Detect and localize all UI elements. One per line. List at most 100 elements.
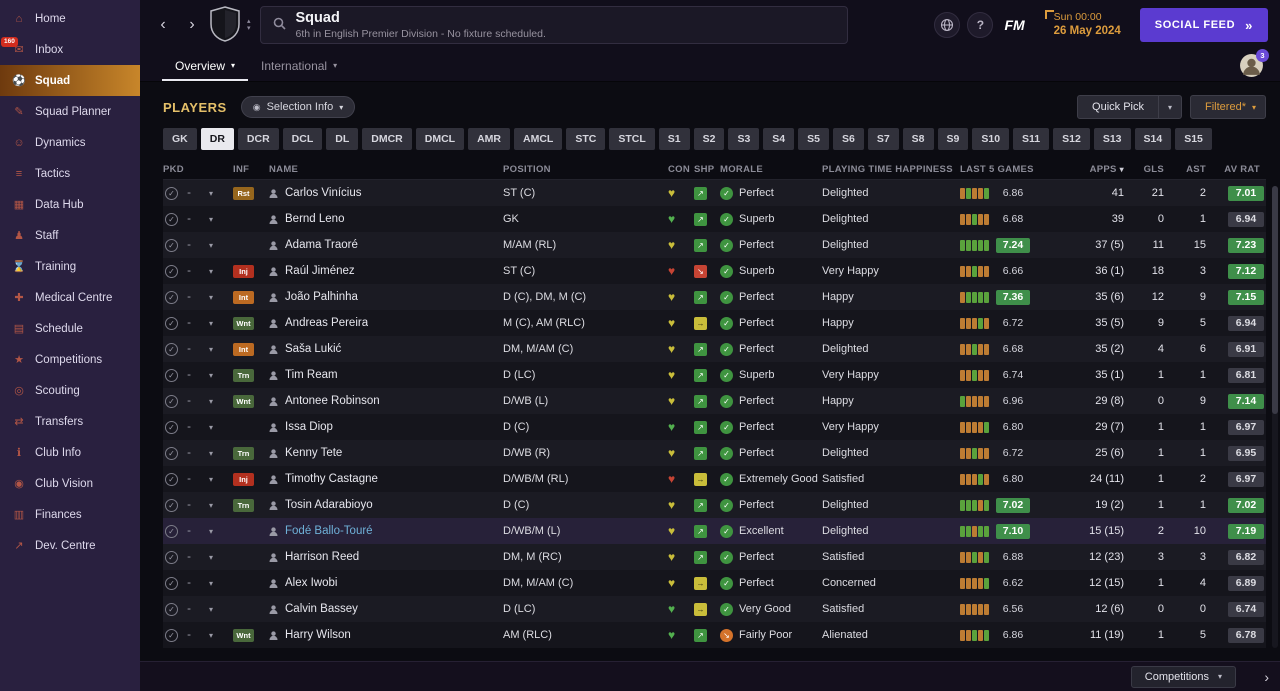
row-dropdown-icon[interactable]: ▾ (208, 266, 213, 276)
picked-check-icon[interactable]: ✓ (165, 498, 178, 512)
sidebar-item-finances[interactable]: ▥ Finances (0, 499, 140, 530)
forward-icon[interactable]: › (189, 16, 195, 33)
table-scrollbar[interactable] (1272, 186, 1278, 648)
row-dropdown-icon[interactable]: ▾ (208, 188, 213, 198)
position-filter-s13[interactable]: S13 (1093, 128, 1131, 150)
table-row[interactable]: ✓ - ▾ Bernd Leno GK ♥ ↗ ✓ Superb Delight… (163, 206, 1266, 232)
info-badge[interactable]: Inj (233, 264, 254, 278)
player-name[interactable]: Andreas Pereira (285, 317, 369, 329)
position-filter-s4[interactable]: S4 (763, 128, 795, 150)
sidebar-item-dev-centre[interactable]: ↗ Dev. Centre (0, 530, 140, 561)
sidebar-item-competitions[interactable]: ★ Competitions (0, 344, 140, 375)
sidebar-item-schedule[interactable]: ▤ Schedule (0, 313, 140, 344)
picked-check-icon[interactable]: ✓ (165, 186, 178, 200)
position-filter-s7[interactable]: S7 (867, 128, 899, 150)
column-header-last-5-games[interactable]: LAST 5 GAMES (960, 164, 1034, 175)
picked-check-icon[interactable]: ✓ (165, 238, 178, 252)
player-name[interactable]: Harrison Reed (285, 551, 360, 563)
row-dropdown-icon[interactable]: ▾ (208, 474, 213, 484)
row-dropdown-icon[interactable]: ▾ (208, 526, 213, 536)
player-name[interactable]: Tosin Adarabioyo (285, 499, 373, 511)
row-dropdown-icon[interactable]: ▾ (208, 630, 213, 640)
fm-logo[interactable]: FM (1004, 17, 1025, 33)
position-filter-amr[interactable]: AMR (468, 128, 511, 150)
picked-check-icon[interactable]: ✓ (165, 524, 178, 538)
player-name[interactable]: Carlos Vinícius (285, 187, 362, 199)
picked-check-icon[interactable]: ✓ (165, 368, 178, 382)
player-name[interactable]: Saša Lukić (285, 343, 342, 355)
row-dropdown-icon[interactable]: ▾ (208, 370, 213, 380)
selection-info-dropdown[interactable]: ◉ Selection Info ▾ (240, 96, 356, 118)
picked-check-icon[interactable]: ✓ (165, 394, 178, 408)
tab-international[interactable]: International ▾ (261, 58, 338, 73)
picked-check-icon[interactable]: ✓ (165, 290, 178, 304)
club-cycler[interactable]: ▴ ▾ (247, 18, 251, 32)
row-dropdown-icon[interactable]: ▾ (208, 344, 213, 354)
player-name[interactable]: Harry Wilson (285, 629, 351, 641)
position-filter-stc[interactable]: STC (566, 128, 606, 150)
sidebar-item-staff[interactable]: ♟ Staff (0, 220, 140, 251)
player-name[interactable]: Issa Diop (285, 421, 333, 433)
position-filter-s12[interactable]: S12 (1053, 128, 1090, 150)
competitions-dropdown[interactable]: Competitions ▾ (1130, 665, 1236, 688)
picked-check-icon[interactable]: ✓ (165, 472, 178, 486)
sidebar-item-inbox[interactable]: 160 ✉ Inbox (0, 34, 140, 65)
info-badge[interactable]: Rst (233, 186, 254, 200)
scrollbar-thumb[interactable] (1272, 186, 1278, 414)
column-header-morale[interactable]: MORALE (720, 164, 763, 175)
table-row[interactable]: ✓ - ▾ Int João Palhinha D (C), DM, M (C)… (163, 284, 1266, 310)
info-badge[interactable]: Trn (233, 498, 254, 512)
quick-pick-button[interactable]: Quick Pick ▾ (1077, 95, 1183, 119)
row-dropdown-icon[interactable]: ▾ (208, 396, 213, 406)
player-name[interactable]: Timothy Castagne (285, 473, 378, 485)
info-badge[interactable]: Int (233, 342, 254, 356)
player-name[interactable]: Fodé Ballo-Touré (285, 525, 373, 537)
picked-check-icon[interactable]: ✓ (165, 420, 178, 434)
sidebar-item-data-hub[interactable]: ▦ Data Hub (0, 189, 140, 220)
sidebar-item-club-info[interactable]: ℹ Club Info (0, 437, 140, 468)
player-name[interactable]: Bernd Leno (285, 213, 345, 225)
column-header-inf[interactable]: INF (233, 164, 250, 175)
position-filter-s15[interactable]: S15 (1175, 128, 1212, 150)
table-row[interactable]: ✓ - ▾ Int Saša Lukić DM, M/AM (C) ♥ ↗ ✓ … (163, 336, 1266, 362)
column-header-con[interactable]: CON (668, 164, 691, 175)
table-row[interactable]: ✓ - ▾ Fodé Ballo-Touré D/WB/M (L) ♥ ↗ ✓ … (163, 518, 1266, 544)
table-row[interactable]: ✓ - ▾ Rst Carlos Vinícius ST (C) ♥ ↗ ✓ P… (163, 180, 1266, 206)
position-filter-amcl[interactable]: AMCL (514, 128, 563, 150)
tab-overview[interactable]: Overview ▾ (162, 50, 248, 81)
search-title-bar[interactable]: Squad 6th in English Premier Division - … (259, 6, 848, 44)
player-name[interactable]: João Palhinha (285, 291, 358, 303)
position-filter-s10[interactable]: S10 (972, 128, 1010, 150)
filtered-dropdown[interactable]: Filtered* ▾ (1190, 95, 1266, 119)
sidebar-item-squad-planner[interactable]: ✎ Squad Planner (0, 96, 140, 127)
table-row[interactable]: ✓ - ▾ Harrison Reed DM, M (RC) ♥ ↗ ✓ Per… (163, 544, 1266, 570)
position-filter-s8[interactable]: S8 (902, 128, 934, 150)
row-dropdown-icon[interactable]: ▾ (208, 318, 213, 328)
social-feed-button[interactable]: SOCIAL FEED » (1139, 8, 1268, 42)
position-filter-dr[interactable]: DR (200, 128, 234, 150)
picked-check-icon[interactable]: ✓ (165, 602, 178, 616)
column-header-apps[interactable]: APPS ▾ (1089, 164, 1124, 175)
column-header-position[interactable]: POSITION (503, 164, 551, 175)
game-date[interactable]: Sun 00:00 26 May 2024 (1044, 10, 1121, 40)
position-filter-dcl[interactable]: DCL (282, 128, 323, 150)
position-filter-s9[interactable]: S9 (937, 128, 969, 150)
info-badge[interactable]: Wnt (233, 628, 254, 642)
player-name[interactable]: Tim Ream (285, 369, 338, 381)
player-name[interactable]: Raúl Jiménez (285, 265, 355, 277)
manager-avatar[interactable]: 3 (1239, 49, 1269, 78)
picked-check-icon[interactable]: ✓ (165, 342, 178, 356)
quick-pick-dropdown-icon[interactable]: ▾ (1158, 96, 1181, 118)
position-filter-s3[interactable]: S3 (728, 128, 760, 150)
row-dropdown-icon[interactable]: ▾ (208, 552, 213, 562)
info-badge[interactable]: Wnt (233, 316, 254, 330)
row-dropdown-icon[interactable]: ▾ (208, 292, 213, 302)
position-filter-s6[interactable]: S6 (832, 128, 864, 150)
position-filter-s1[interactable]: S1 (658, 128, 690, 150)
info-badge[interactable]: Trn (233, 368, 254, 382)
picked-check-icon[interactable]: ✓ (165, 212, 178, 226)
back-icon[interactable]: ‹ (160, 16, 166, 33)
picked-check-icon[interactable]: ✓ (165, 264, 178, 278)
sidebar-item-home[interactable]: ⌂ Home (0, 3, 140, 34)
info-badge[interactable]: Wnt (233, 394, 254, 408)
